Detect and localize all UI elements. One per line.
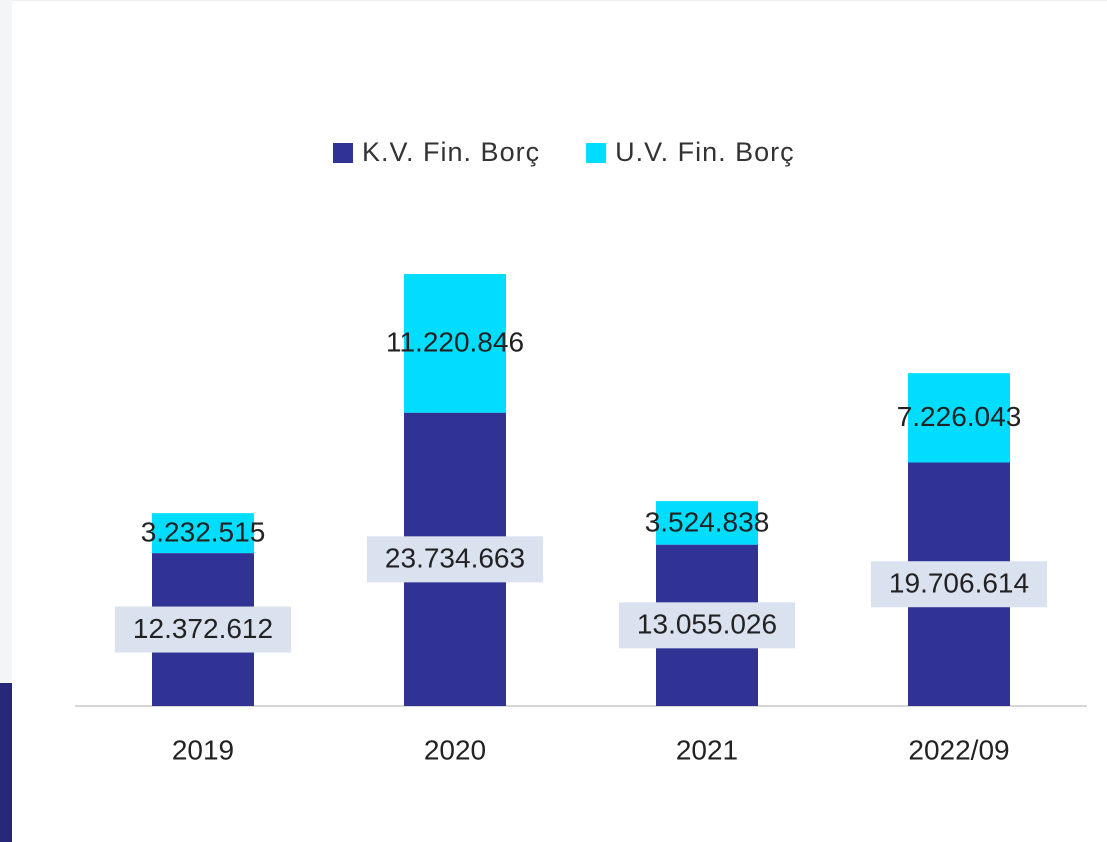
data-label: 11.220.846 [386,327,524,358]
data-label: 19.706.614 [889,568,1029,599]
side-strip [0,0,12,683]
data-label: 13.055.026 [637,609,777,640]
data-label-box [366,536,544,583]
legend-swatch [586,143,607,163]
data-label-group: 23.734.663 [366,536,544,583]
data-label-group: 19.706.614 [870,561,1048,608]
data-label: 3.232.515 [141,517,266,548]
x-tick-label: 2019 [172,734,234,765]
bar-segment [152,513,254,554]
bar-segment [908,373,1010,463]
data-label: 7.226.043 [897,401,1022,432]
x-tick-label: 2021 [676,734,738,765]
data-label-group: 12.372.612 [114,606,292,653]
bar-segment [656,501,758,545]
data-label: 3.524.838 [645,506,770,537]
data-label-box [618,602,796,649]
bar-segment [404,274,506,413]
data-label: 12.372.612 [133,613,273,644]
data-label-box [114,606,292,653]
x-tick-label: 2022/09 [908,734,1009,765]
legend-label: K.V. Fin. Borç [362,137,540,167]
data-label: 23.734.663 [385,543,525,574]
legend-label: U.V. Fin. Borç [615,137,795,167]
side-block [0,683,12,842]
data-label-box [870,561,1048,608]
x-tick-label: 2020 [424,734,486,765]
data-label-group: 13.055.026 [618,602,796,649]
legend-swatch [333,143,353,163]
